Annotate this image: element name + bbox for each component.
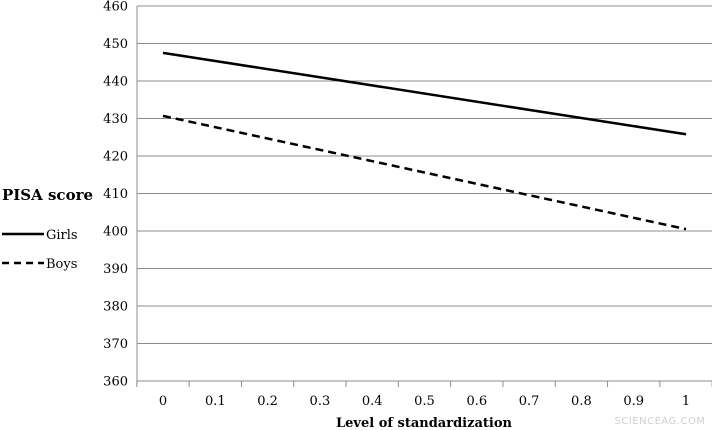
series-line-boys <box>162 114 687 231</box>
series-lines <box>162 51 687 231</box>
x-axis <box>136 6 712 387</box>
y-tick-label-450: 450 <box>103 37 128 52</box>
legend-girls-label: Girls <box>46 228 78 243</box>
x-tick-label-3: 0.3 <box>310 394 331 409</box>
y-tick-label-410: 410 <box>103 187 128 202</box>
y-tick-label-380: 380 <box>103 300 128 315</box>
x-tick-label-0: 0 <box>159 394 167 409</box>
x-tick-label-1: 0.1 <box>205 394 226 409</box>
x-axis-label: Level of standardization <box>336 416 512 430</box>
x-tick-label-9: 0.9 <box>623 394 644 409</box>
x-tick-label-5: 0.5 <box>414 394 435 409</box>
y-tick-label-370: 370 <box>103 337 128 352</box>
series-line-girls <box>162 51 687 136</box>
x-tick-label-4: 0.4 <box>362 394 383 409</box>
y-tick-label-460: 460 <box>103 0 128 15</box>
y-tick-labels: 360 370 380 390 400 410 420 430 440 450 460 <box>103 0 128 390</box>
y-tick-label-420: 420 <box>103 150 128 165</box>
legend: Girls Boys <box>2 228 78 272</box>
y-tick-label-360: 360 <box>103 375 128 390</box>
y-tick-label-400: 400 <box>103 225 128 240</box>
x-tick-labels: 0 0.1 0.2 0.3 0.4 0.5 0.6 0.7 0.8 0.9 1 <box>159 394 690 409</box>
y-tick-label-440: 440 <box>103 75 128 90</box>
y-axis-label: PISA score <box>2 186 93 204</box>
legend-boys-label: Boys <box>46 257 77 272</box>
x-tick-label-7: 0.7 <box>519 394 540 409</box>
watermark-text: SCIENCEAG.COM <box>615 416 706 427</box>
x-tick-label-8: 0.8 <box>571 394 592 409</box>
x-tick-label-2: 0.2 <box>257 394 278 409</box>
y-tick-label-430: 430 <box>103 112 128 127</box>
grid-lines <box>137 5 712 382</box>
y-tick-label-390: 390 <box>103 262 128 277</box>
x-tick-label-10: 1 <box>682 394 690 409</box>
x-tick-label-6: 0.6 <box>466 394 487 409</box>
